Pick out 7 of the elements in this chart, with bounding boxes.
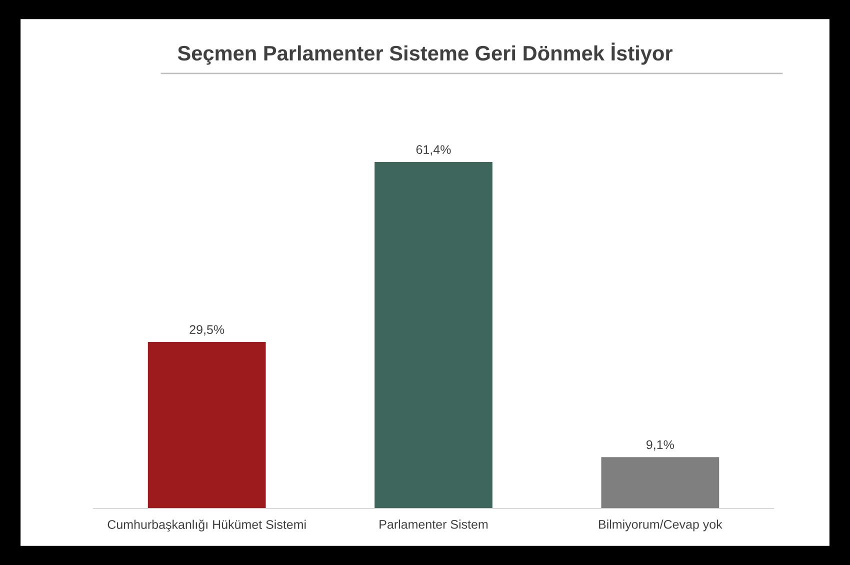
data-label: 9,1% [646, 440, 674, 451]
chart-title: Seçmen Parlamenter Sisteme Geri Dönmek İstiyor [178, 42, 672, 65]
x-tick-label: Cumhurbaşkanlığı Hükümet Sistemi [108, 520, 306, 532]
data-label: 29,5% [190, 325, 224, 336]
data-label: 61,4% [416, 145, 451, 156]
x-tick-label: Parlamenter Sistem [380, 520, 488, 529]
x-tick-label: Bilmiyorum/Cevap yok [599, 520, 722, 532]
